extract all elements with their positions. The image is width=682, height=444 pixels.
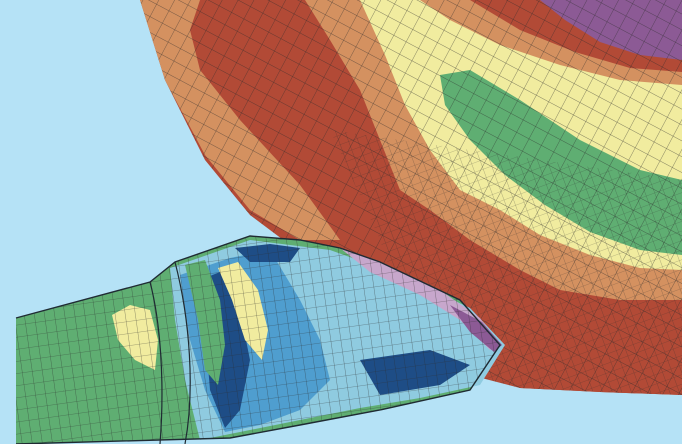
elbow-body — [140, 0, 682, 395]
pipe-outline — [15, 235, 501, 444]
pipe-shaft — [15, 235, 505, 444]
